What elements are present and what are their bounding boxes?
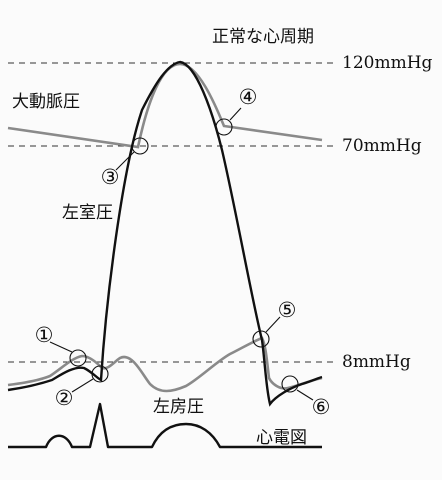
marker-label-1: ①	[35, 323, 54, 347]
marker-3: ③	[101, 165, 120, 189]
marker-5: ⑤	[278, 298, 297, 322]
marker-label-4: ④	[239, 85, 258, 109]
diagram-title: 正常な心周期	[212, 27, 314, 47]
leader-3	[115, 151, 135, 171]
left-atrium-curve	[7, 336, 323, 393]
marker-ring-6	[281, 375, 299, 393]
level-label-8: 8mmHg	[342, 352, 411, 372]
marker-1: ①	[35, 323, 54, 347]
left-atrium-label: 左房圧	[153, 397, 204, 417]
ecg-trace	[8, 402, 322, 449]
marker-ring-3	[131, 137, 149, 155]
leader-4	[229, 107, 242, 121]
marker-ring-4	[215, 118, 233, 136]
left-ventricle-label: 左室圧	[62, 203, 113, 223]
left-ventricle-curve	[7, 60, 323, 407]
marker-ring-1	[69, 349, 87, 367]
level-label-70: 70mmHg	[342, 136, 422, 156]
leader-1	[49, 341, 73, 353]
leader-2	[71, 378, 94, 393]
marker-4: ④	[239, 85, 258, 109]
ecg-label: 心電図	[256, 428, 307, 448]
level-label-120: 120mmHg	[342, 53, 433, 73]
marker-label-6: ⑥	[312, 395, 331, 419]
aorta-curve	[7, 62, 323, 149]
marker-2: ②	[55, 386, 74, 410]
marker-label-3: ③	[101, 165, 120, 189]
marker-ring-5	[252, 330, 270, 348]
marker-label-5: ⑤	[278, 298, 297, 322]
leader-5	[265, 316, 281, 333]
leader-6	[296, 389, 314, 401]
aorta-label: 大動脈圧	[12, 92, 80, 112]
marker-label-2: ②	[55, 386, 74, 410]
marker-ring-2	[91, 365, 109, 383]
marker-6: ⑥	[312, 395, 331, 419]
